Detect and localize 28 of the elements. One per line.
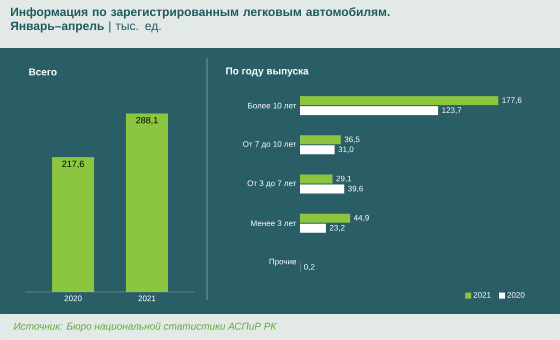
bar xyxy=(300,135,341,144)
bar xyxy=(300,214,350,223)
bar xyxy=(300,145,335,154)
y-tick-label: От 3 до 7 лет xyxy=(248,180,296,188)
data-label: 0,2 xyxy=(304,264,314,271)
bar xyxy=(300,106,438,116)
y-tick-label: От 7 до 10 лет xyxy=(243,141,296,148)
bar xyxy=(300,184,344,194)
data-label: 39,6 xyxy=(348,186,363,192)
data-label: 177,6 xyxy=(502,97,522,104)
data-label: 29,1 xyxy=(336,176,352,182)
bar xyxy=(300,96,498,106)
data-label: 23,2 xyxy=(330,224,345,232)
y-tick-label: Более 10 лет xyxy=(248,102,296,108)
chart-title: Информация по зарегистрированным легковым автомобилям. Январь–апрель | тыс. ед. xyxy=(10,7,390,33)
data-label: 31,0 xyxy=(338,146,354,154)
y-tick-label: Менее 3 лет xyxy=(251,220,296,226)
data-label: 217,6 xyxy=(62,160,84,168)
chart-title: По году выпуска xyxy=(226,68,309,76)
chart-subtitle: Всего xyxy=(29,68,57,76)
data-label: 44,9 xyxy=(354,214,369,222)
data-label: 123,7 xyxy=(442,107,462,114)
data-label: 288,1 xyxy=(136,116,158,124)
text: Источник: Бюро национальной статистики АСПиР РК xyxy=(14,322,277,332)
bar xyxy=(300,174,332,184)
data-label: 36,5 xyxy=(344,136,360,144)
bar xyxy=(300,224,326,233)
y-tick-label: Прочие xyxy=(270,258,296,266)
